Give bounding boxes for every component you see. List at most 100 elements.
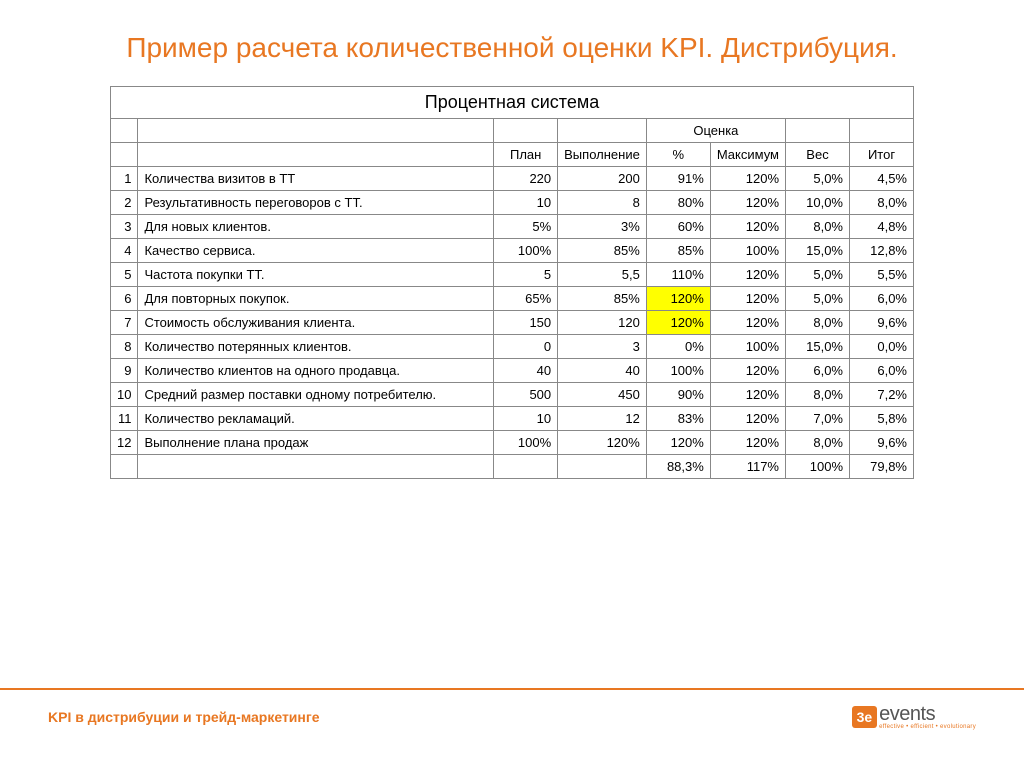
row-exec: 5,5	[558, 263, 647, 287]
row-exec: 200	[558, 167, 647, 191]
row-exec: 85%	[558, 239, 647, 263]
table-row: 4Качество сервиса.100%85%85%100%15,0%12,…	[111, 239, 914, 263]
table-row: 2Результативность переговоров с ТТ.10880…	[111, 191, 914, 215]
row-max: 120%	[710, 407, 785, 431]
row-exec: 120%	[558, 431, 647, 455]
row-plan: 5	[494, 263, 558, 287]
row-exec: 120	[558, 311, 647, 335]
row-number: 10	[111, 383, 138, 407]
row-weight: 8,0%	[786, 383, 850, 407]
table-row: 5Частота покупки ТТ.55,5110%120%5,0%5,5%	[111, 263, 914, 287]
row-max: 120%	[710, 431, 785, 455]
row-number: 7	[111, 311, 138, 335]
row-exec: 85%	[558, 287, 647, 311]
row-weight: 8,0%	[786, 431, 850, 455]
logo-text: events effective • efficient • evolution…	[879, 704, 976, 730]
footer-text: KPI в дистрибуции и трейд-маркетинге	[48, 709, 319, 725]
table-row: 3Для новых клиентов.5%3%60%120%8,0%4,8%	[111, 215, 914, 239]
footer: KPI в дистрибуции и трейд-маркетинге 3e …	[0, 688, 1024, 730]
row-total: 9,6%	[850, 431, 914, 455]
row-name: Для новых клиентов.	[138, 215, 494, 239]
row-plan: 10	[494, 191, 558, 215]
table-row: 7Стоимость обслуживания клиента.150120 12…	[111, 311, 914, 335]
row-max: 120%	[710, 167, 785, 191]
row-max: 120%	[710, 215, 785, 239]
row-plan: 500	[494, 383, 558, 407]
row-number: 6	[111, 287, 138, 311]
summary-total: 79,8%	[850, 455, 914, 479]
row-name: Количество рекламаций.	[138, 407, 494, 431]
row-weight: 5,0%	[786, 287, 850, 311]
row-pct: 85%	[646, 239, 710, 263]
row-name: Стоимость обслуживания клиента.	[138, 311, 494, 335]
logo-main: events	[879, 704, 976, 724]
row-total: 6,0%	[850, 359, 914, 383]
row-plan: 150	[494, 311, 558, 335]
row-plan: 100%	[494, 431, 558, 455]
row-name: Качество сервиса.	[138, 239, 494, 263]
table-row: 12Выполнение плана продаж100%120%120%120…	[111, 431, 914, 455]
table-row: 9Количество клиентов на одного продавца.…	[111, 359, 914, 383]
row-pct: 120%	[646, 431, 710, 455]
row-total: 5,8%	[850, 407, 914, 431]
row-plan: 0	[494, 335, 558, 359]
row-total: 4,5%	[850, 167, 914, 191]
logo: 3e events effective • efficient • evolut…	[852, 704, 976, 730]
row-total: 12,8%	[850, 239, 914, 263]
row-pct: 80%	[646, 191, 710, 215]
row-number: 9	[111, 359, 138, 383]
row-total: 9,6%	[850, 311, 914, 335]
row-max: 120%	[710, 359, 785, 383]
row-total: 6,0%	[850, 287, 914, 311]
row-number: 5	[111, 263, 138, 287]
row-number: 8	[111, 335, 138, 359]
row-plan: 100%	[494, 239, 558, 263]
summary-row: 88,3% 117% 100% 79,8%	[111, 455, 914, 479]
table-title-row: Процентная система	[111, 87, 914, 119]
row-plan: 220	[494, 167, 558, 191]
group-header-row: Оценка	[111, 119, 914, 143]
row-number: 2	[111, 191, 138, 215]
row-exec: 3	[558, 335, 647, 359]
row-plan: 10	[494, 407, 558, 431]
row-plan: 5%	[494, 215, 558, 239]
row-exec: 40	[558, 359, 647, 383]
row-exec: 450	[558, 383, 647, 407]
row-plan: 40	[494, 359, 558, 383]
col-weight: Вес	[786, 143, 850, 167]
col-exec: Выполнение	[558, 143, 647, 167]
row-pct: 91%	[646, 167, 710, 191]
row-pct: 100%	[646, 359, 710, 383]
row-weight: 8,0%	[786, 215, 850, 239]
row-name: Частота покупки ТТ.	[138, 263, 494, 287]
col-plan: План	[494, 143, 558, 167]
group-header: Оценка	[646, 119, 785, 143]
table-row: 8Количество потерянных клиентов.030%100%…	[111, 335, 914, 359]
row-name: Выполнение плана продаж	[138, 431, 494, 455]
row-weight: 5,0%	[786, 167, 850, 191]
logo-badge: 3e	[852, 706, 878, 728]
row-pct: 120%	[646, 287, 710, 311]
row-name: Средний размер поставки одному потребите…	[138, 383, 494, 407]
col-max: Максимум	[710, 143, 785, 167]
row-plan: 65%	[494, 287, 558, 311]
row-pct: 83%	[646, 407, 710, 431]
row-total: 7,2%	[850, 383, 914, 407]
logo-sub: effective • efficient • evolutionary	[879, 724, 976, 730]
row-weight: 15,0%	[786, 239, 850, 263]
table-row: 10Средний размер поставки одному потреби…	[111, 383, 914, 407]
row-max: 100%	[710, 239, 785, 263]
row-max: 120%	[710, 311, 785, 335]
row-total: 0,0%	[850, 335, 914, 359]
row-number: 11	[111, 407, 138, 431]
row-number: 3	[111, 215, 138, 239]
row-pct: 0%	[646, 335, 710, 359]
col-total: Итог	[850, 143, 914, 167]
row-max: 100%	[710, 335, 785, 359]
col-pct: %	[646, 143, 710, 167]
kpi-table-container: Процентная система Оценка План Выполнени…	[0, 86, 1024, 479]
row-exec: 3%	[558, 215, 647, 239]
kpi-table: Процентная система Оценка План Выполнени…	[110, 86, 914, 479]
row-max: 120%	[710, 287, 785, 311]
row-weight: 8,0%	[786, 311, 850, 335]
